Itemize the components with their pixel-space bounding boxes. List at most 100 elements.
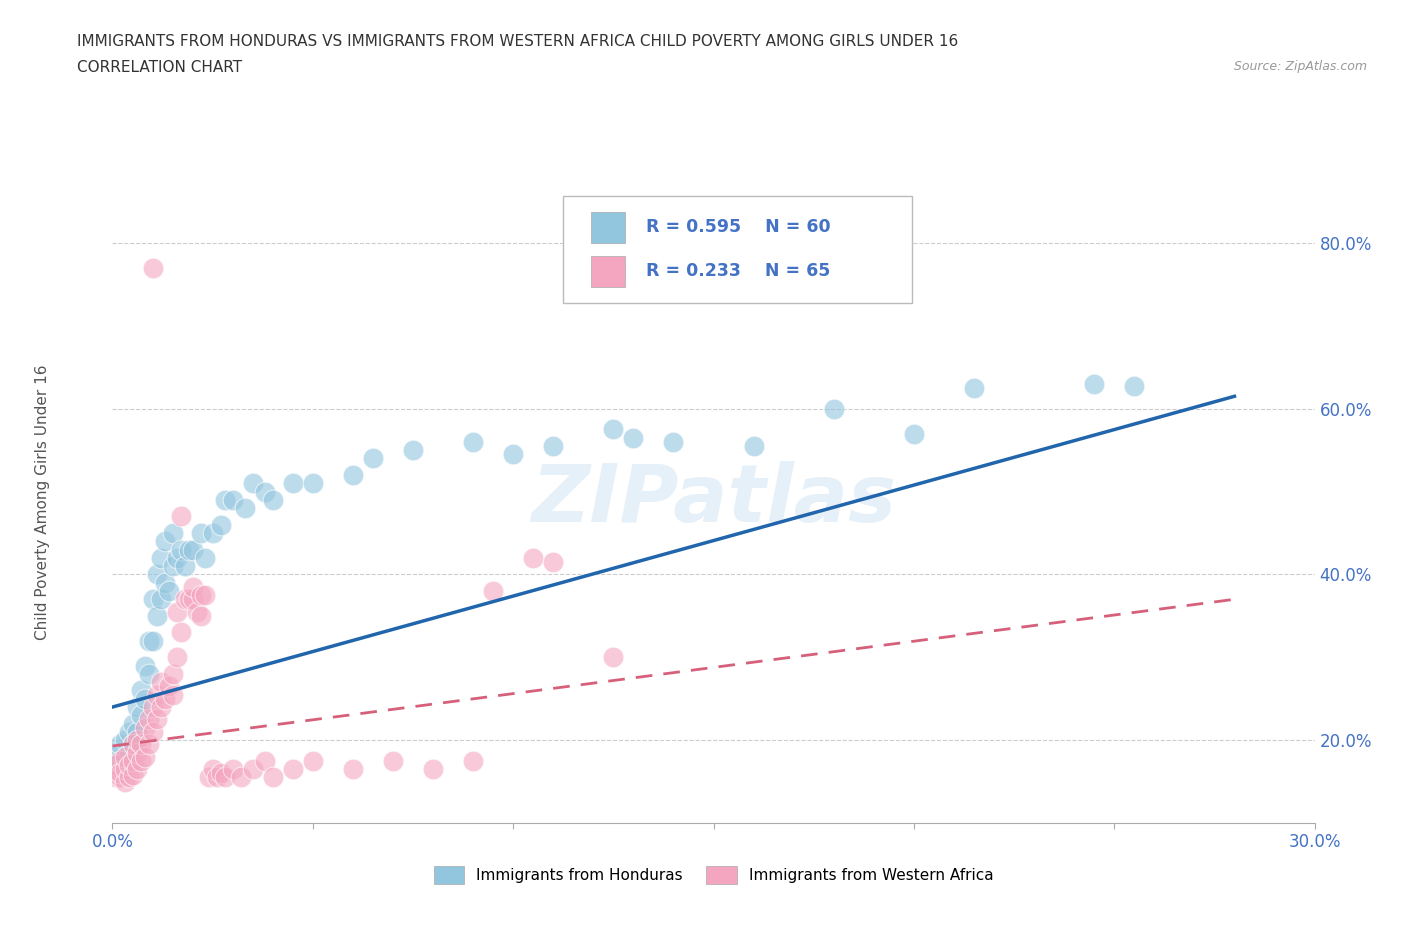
Point <box>281 762 304 777</box>
Point <box>105 753 128 768</box>
Point <box>222 762 245 777</box>
Point <box>194 588 217 603</box>
Point <box>129 753 152 768</box>
Point <box>169 625 191 640</box>
Point <box>543 439 565 454</box>
Point <box>134 750 156 764</box>
Point <box>177 591 200 606</box>
Text: Source: ZipAtlas.com: Source: ZipAtlas.com <box>1233 60 1367 73</box>
Point <box>114 750 136 764</box>
Point <box>117 758 139 773</box>
Point <box>117 724 139 739</box>
Point <box>382 753 405 768</box>
Point <box>262 770 284 785</box>
Point <box>166 650 188 665</box>
Point <box>162 525 184 540</box>
Point <box>482 584 505 599</box>
Point <box>963 380 986 395</box>
Point <box>262 493 284 508</box>
Point <box>194 551 217 565</box>
Point <box>190 588 212 603</box>
Point <box>169 509 191 524</box>
Point <box>602 650 624 665</box>
Point <box>422 762 444 777</box>
Point <box>129 708 152 723</box>
Point <box>149 551 172 565</box>
Point <box>214 770 236 785</box>
Point <box>242 476 264 491</box>
Point <box>166 604 188 619</box>
Point <box>121 716 143 731</box>
Point <box>281 476 304 491</box>
Point <box>141 699 163 714</box>
Point <box>145 687 167 702</box>
Legend: Immigrants from Honduras, Immigrants from Western Africa: Immigrants from Honduras, Immigrants fro… <box>427 860 1000 890</box>
Point <box>121 737 143 751</box>
Point <box>1123 379 1146 393</box>
Point <box>181 542 204 557</box>
Point <box>209 517 232 532</box>
Point <box>742 439 765 454</box>
Point <box>181 579 204 594</box>
Point <box>153 576 176 591</box>
Point <box>145 712 167 727</box>
Point <box>121 737 143 751</box>
Point <box>162 687 184 702</box>
Point <box>903 426 925 441</box>
Point <box>138 667 160 682</box>
Point <box>125 733 148 748</box>
Point <box>110 766 132 781</box>
Point <box>117 745 139 760</box>
Point <box>621 431 644 445</box>
Point <box>229 770 252 785</box>
Point <box>125 724 148 739</box>
FancyBboxPatch shape <box>564 196 912 303</box>
Point <box>141 591 163 606</box>
Point <box>110 753 132 768</box>
Point <box>125 745 148 760</box>
Point <box>141 260 163 275</box>
Point <box>253 753 276 768</box>
Point <box>253 485 276 499</box>
Point <box>242 762 264 777</box>
Point <box>105 770 128 785</box>
Point <box>169 542 191 557</box>
Point <box>149 699 172 714</box>
Point <box>461 434 484 449</box>
Point <box>134 721 156 736</box>
Point <box>209 766 232 781</box>
Point <box>110 737 132 751</box>
Point <box>543 554 565 569</box>
Point <box>141 633 163 648</box>
Point <box>134 658 156 673</box>
Point <box>157 679 180 694</box>
Point <box>186 604 208 619</box>
Point <box>177 542 200 557</box>
Point <box>522 551 544 565</box>
Point <box>214 493 236 508</box>
Point <box>201 762 224 777</box>
Point <box>205 770 228 785</box>
Point <box>149 591 172 606</box>
Point <box>233 500 256 515</box>
Point <box>134 691 156 706</box>
Text: IMMIGRANTS FROM HONDURAS VS IMMIGRANTS FROM WESTERN AFRICA CHILD POVERTY AMONG G: IMMIGRANTS FROM HONDURAS VS IMMIGRANTS F… <box>77 34 959 49</box>
Text: R = 0.595    N = 60: R = 0.595 N = 60 <box>647 219 831 236</box>
Point <box>157 584 180 599</box>
Point <box>117 770 139 785</box>
Bar <box>591 256 624 287</box>
Point <box>149 675 172 690</box>
Point <box>190 525 212 540</box>
Text: R = 0.233    N = 65: R = 0.233 N = 65 <box>647 262 831 281</box>
Point <box>138 712 160 727</box>
Point <box>153 691 176 706</box>
Point <box>121 767 143 782</box>
Point <box>162 667 184 682</box>
Point <box>662 434 685 449</box>
Point <box>121 753 143 768</box>
Point <box>110 745 132 760</box>
Point <box>173 591 195 606</box>
Point <box>342 762 364 777</box>
Point <box>105 758 128 773</box>
Point <box>166 551 188 565</box>
